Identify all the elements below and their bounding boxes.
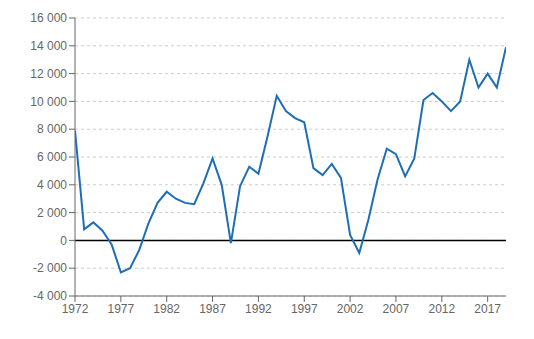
svg-text:16 000: 16 000 [30, 11, 67, 25]
svg-text:1972: 1972 [62, 302, 89, 316]
svg-text:1997: 1997 [291, 302, 318, 316]
svg-text:1982: 1982 [153, 302, 180, 316]
svg-text:1987: 1987 [199, 302, 226, 316]
svg-text:10 000: 10 000 [30, 95, 67, 109]
svg-text:-2 000: -2 000 [33, 261, 67, 275]
svg-text:1992: 1992 [245, 302, 272, 316]
svg-text:4 000: 4 000 [37, 178, 67, 192]
svg-text:0: 0 [60, 234, 67, 248]
svg-text:2007: 2007 [383, 302, 410, 316]
svg-text:12 000: 12 000 [30, 67, 67, 81]
svg-text:2 000: 2 000 [37, 206, 67, 220]
svg-text:6 000: 6 000 [37, 150, 67, 164]
svg-text:1977: 1977 [107, 302, 134, 316]
svg-text:2012: 2012 [428, 302, 455, 316]
svg-text:2017: 2017 [474, 302, 501, 316]
svg-text:2002: 2002 [337, 302, 364, 316]
svg-text:8 000: 8 000 [37, 122, 67, 136]
svg-text:-4 000: -4 000 [33, 289, 67, 303]
svg-text:14 000: 14 000 [30, 39, 67, 53]
